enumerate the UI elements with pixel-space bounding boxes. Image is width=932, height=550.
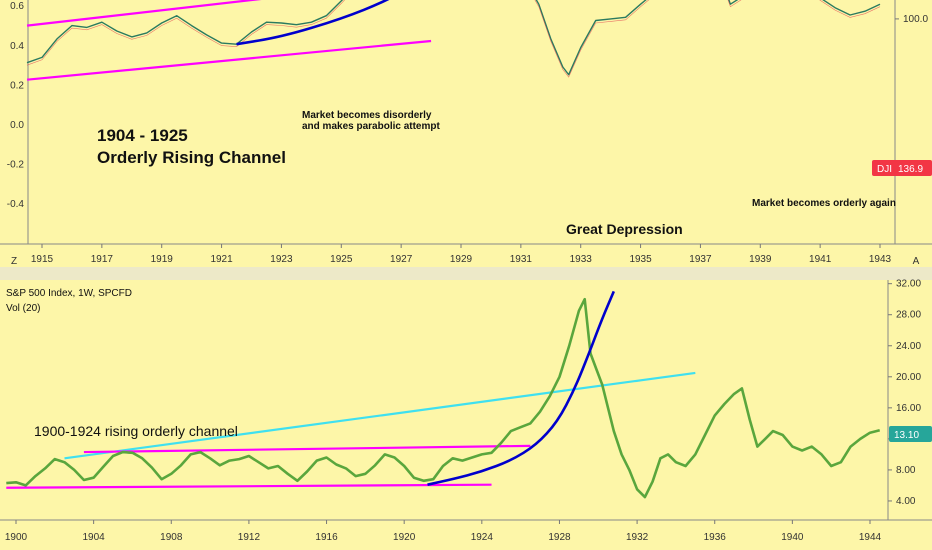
top-channel-line: [26, 0, 262, 27]
top-x-tick-label: 1923: [270, 254, 293, 265]
ticker-label: DJI: [877, 164, 892, 175]
bottom-parabola-curve: [427, 290, 615, 486]
bottom-overlay-line: [64, 371, 696, 460]
bottom-chart-title[interactable]: S&P 500 Index, 1W, SPCFD: [6, 288, 132, 299]
bottom-y-tick-label: 20.00: [896, 372, 921, 383]
top-price-series: [26, 0, 881, 76]
bottom-axes: 1900 1904 1908 1912 1916 1920 1924 1928 1932 1936…: [5, 279, 922, 543]
bottom-x-tick-label: 1904: [83, 532, 106, 543]
bottom-chart-subtitle[interactable]: Vol (20): [6, 303, 40, 314]
annotation-great-depression: Great Depression: [566, 221, 683, 237]
bottom-x-tick-label: 1920: [393, 532, 416, 543]
top-plot: [26, 0, 881, 81]
last-price-pill-bottom: [889, 426, 932, 442]
top-right-tick-label: 100.0: [903, 14, 928, 25]
bottom-overlay-line: [83, 444, 531, 454]
zoom-button[interactable]: Z: [11, 256, 17, 267]
last-price-bottom: 13.10: [894, 430, 919, 441]
top-x-tick-label: 1939: [749, 254, 772, 265]
bottom-x-tick-label: 1936: [704, 532, 727, 543]
top-x-tick-label: 1935: [629, 254, 652, 265]
annotation-parabolic: and makes parabolic attempt: [302, 121, 440, 132]
top-x-tick-label: 1937: [689, 254, 712, 265]
top-left-tick-label: -0.4: [7, 199, 25, 210]
top-x-tick-label: 1931: [510, 254, 533, 265]
bottom-y-tick-label: 24.00: [896, 341, 921, 352]
bottom-x-tick-label: 1912: [238, 532, 261, 543]
top-left-tick-label: 0.6: [10, 1, 24, 12]
annotation-channel-years: 1904 - 1925: [97, 126, 188, 145]
top-left-tick-label: 0.4: [10, 41, 24, 52]
top-parabola-curve: [236, 0, 390, 46]
bottom-x-tick-label: 1940: [781, 532, 804, 543]
last-price-top: 136.9: [898, 164, 923, 175]
top-x-tick-label: 1919: [151, 254, 174, 265]
bottom-plot: [6, 290, 881, 499]
bottom-y-tick-label: 28.00: [896, 310, 921, 321]
bottom-x-tick-label: 1916: [315, 532, 338, 543]
bottom-x-tick-label: 1944: [859, 532, 882, 543]
bottom-y-tick-label: 8.00: [896, 465, 916, 476]
bottom-y-tick-label: 16.00: [896, 403, 921, 414]
bottom-y-tick-label: 4.00: [896, 496, 916, 507]
bottom-x-tick-label: 1932: [626, 532, 649, 543]
top-channel-line: [26, 39, 432, 81]
panel-separator[interactable]: [0, 267, 932, 280]
bottom-x-tick-label: 1928: [548, 532, 571, 543]
last-price-pill-top: [872, 160, 932, 176]
top-x-tick-label: 1921: [210, 254, 233, 265]
bottom-x-tick-label: 1900: [5, 532, 28, 543]
bottom-x-tick-label: 1924: [471, 532, 494, 543]
top-x-tick-label: 1927: [390, 254, 413, 265]
auto-scale-button[interactable]: A: [913, 256, 920, 267]
top-price-series-low: [26, 0, 881, 78]
bottom-vol-series: [6, 297, 881, 499]
annotation-orderly-again: Market becomes orderly again: [752, 198, 896, 209]
top-left-tick-label: -0.2: [7, 160, 25, 171]
top-x-tick-label: 1925: [330, 254, 353, 265]
top-x-tick-label: 1941: [809, 254, 832, 265]
top-x-tick-label: 1943: [869, 254, 892, 265]
bottom-overlay-line: [6, 483, 492, 489]
top-x-tick-label: 1915: [31, 254, 54, 265]
bottom-x-tick-label: 1908: [160, 532, 183, 543]
annotation-disorderly: Market becomes disorderly: [302, 110, 432, 121]
annotation-channel-1900-1924: 1900-1924 rising orderly channel: [34, 423, 238, 439]
top-x-tick-label: 1929: [450, 254, 473, 265]
top-left-tick-label: 0.2: [10, 80, 24, 91]
top-x-tick-label: 1933: [570, 254, 593, 265]
top-x-tick-label: 1917: [91, 254, 114, 265]
top-left-tick-label: 0.0: [10, 120, 24, 131]
top-axes: 1915 1917 1919 1921 1923 1925 1927 1929 1931 1933…: [7, 1, 929, 265]
annotation-channel-title: Orderly Rising Channel: [97, 148, 286, 167]
bottom-y-tick-label: 32.00: [896, 279, 921, 290]
